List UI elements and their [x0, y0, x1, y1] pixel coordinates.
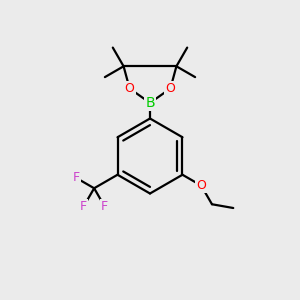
Text: O: O [125, 82, 134, 95]
Text: O: O [196, 179, 206, 192]
Text: B: B [145, 96, 155, 110]
Text: F: F [80, 200, 87, 213]
Text: F: F [72, 171, 80, 184]
Text: F: F [101, 200, 108, 213]
Text: O: O [166, 82, 175, 95]
